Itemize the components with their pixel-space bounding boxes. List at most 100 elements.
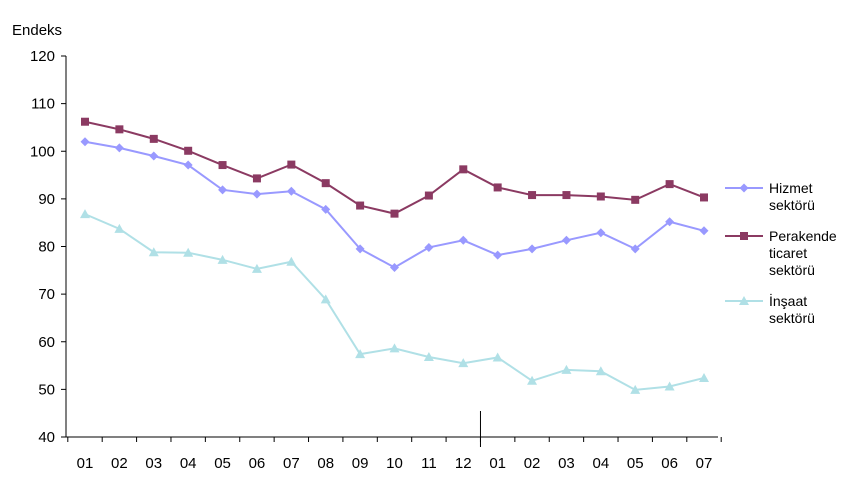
data-point-perakende <box>218 161 227 170</box>
data-point-insaat <box>251 263 262 273</box>
x-tick-label: 05 <box>214 455 231 472</box>
data-point-hizmet <box>80 137 90 147</box>
data-point-hizmet <box>252 189 262 199</box>
data-point-hizmet <box>114 143 124 153</box>
data-point-insaat <box>286 256 297 266</box>
x-tick-label: 06 <box>661 455 678 472</box>
data-point-hizmet <box>665 217 675 227</box>
legend-marker-insaat <box>739 296 749 305</box>
data-point-perakende <box>287 160 296 169</box>
x-tick-label: 12 <box>455 455 472 472</box>
data-point-perakende <box>81 117 89 126</box>
y-tick-label: 50 <box>38 381 55 398</box>
legend-label-perakende: Perakende ticaret sektörü <box>769 228 837 278</box>
y-tick-label: 80 <box>38 239 55 256</box>
data-point-insaat <box>492 352 503 362</box>
data-point-insaat <box>561 364 572 374</box>
y-axis-label: Endeks <box>12 22 63 39</box>
x-tick-label: 01 <box>489 455 506 472</box>
y-tick-label: 40 <box>38 429 55 446</box>
data-point-insaat <box>80 209 90 219</box>
data-point-insaat <box>423 351 434 361</box>
legend-label-hizmet: Hizmet sektörü <box>769 180 815 213</box>
data-point-hizmet <box>699 226 709 236</box>
data-point-insaat <box>355 349 366 359</box>
data-point-insaat <box>389 343 400 353</box>
legend-item-hizmet: Hizmet sektörü <box>725 180 855 214</box>
x-tick-label: 07 <box>283 455 300 472</box>
y-tick-label: 90 <box>38 191 55 208</box>
y-tick-label: 100 <box>30 143 55 160</box>
legend-swatch-hizmet <box>725 183 763 193</box>
data-point-perakende <box>665 180 674 189</box>
data-point-hizmet <box>321 204 331 214</box>
data-point-insaat <box>114 223 125 233</box>
data-point-insaat <box>664 381 675 391</box>
data-point-hizmet <box>183 160 193 170</box>
data-point-perakende <box>528 191 537 200</box>
y-tick-label: 70 <box>38 286 55 303</box>
data-point-hizmet <box>218 185 228 195</box>
series-line-perakende <box>84 120 705 215</box>
legend-label-insaat: İnşaat sektörü <box>769 293 815 326</box>
data-point-insaat <box>458 358 469 368</box>
data-point-perakende <box>596 192 605 201</box>
data-point-hizmet <box>630 244 640 254</box>
series-line-insaat <box>84 213 705 391</box>
x-tick-label: 03 <box>145 455 162 472</box>
legend-swatch-insaat <box>725 296 763 305</box>
data-point-insaat <box>148 247 159 257</box>
data-point-perakende <box>424 191 433 200</box>
x-tick-label: 02 <box>524 455 541 472</box>
x-tick-label: 02 <box>111 455 128 472</box>
data-point-perakende <box>252 174 261 183</box>
data-point-insaat <box>183 247 194 257</box>
data-point-perakende <box>562 191 571 200</box>
legend-marker-hizmet <box>739 183 749 193</box>
data-point-insaat <box>217 254 228 264</box>
data-point-hizmet <box>286 186 296 196</box>
legend-swatch-perakende <box>725 232 763 240</box>
data-point-perakende <box>149 134 158 143</box>
data-point-perakende <box>700 193 708 202</box>
data-point-hizmet <box>561 235 571 245</box>
y-tick-label: 120 <box>30 48 55 65</box>
data-point-hizmet <box>390 262 399 272</box>
data-point-perakende <box>115 125 124 134</box>
legend-marker-perakende <box>740 232 748 240</box>
x-tick-label: 09 <box>352 455 369 472</box>
legend-item-perakende: Perakende ticaret sektörü <box>725 228 855 279</box>
data-point-perakende <box>459 165 468 174</box>
data-point-hizmet <box>493 250 503 260</box>
legend-item-insaat: İnşaat sektörü <box>725 293 855 327</box>
data-point-insaat <box>699 372 709 382</box>
x-tick-label: 03 <box>558 455 575 472</box>
data-point-hizmet <box>149 151 159 161</box>
data-point-insaat <box>630 384 641 394</box>
legend: Hizmet sektörü Perakende ticaret sektörü… <box>725 180 855 341</box>
x-tick-label: 04 <box>592 455 609 472</box>
data-point-perakende <box>321 179 330 188</box>
data-point-hizmet <box>458 235 468 245</box>
x-tick-label: 07 <box>696 455 713 472</box>
x-tick-label: 05 <box>627 455 644 472</box>
x-tick-label: 11 <box>421 455 437 472</box>
data-point-hizmet <box>596 228 606 238</box>
x-tick-label: 04 <box>180 455 197 472</box>
x-tick-label: 06 <box>249 455 266 472</box>
y-tick-label: 60 <box>38 334 55 351</box>
y-tick-label: 110 <box>31 96 55 113</box>
data-point-insaat <box>320 294 331 304</box>
data-point-perakende <box>184 146 193 155</box>
data-point-perakende <box>356 201 365 210</box>
x-tick-label: 01 <box>77 455 94 472</box>
data-point-insaat <box>527 375 538 385</box>
data-point-perakende <box>493 183 502 192</box>
data-point-perakende <box>390 209 399 218</box>
data-point-perakende <box>631 195 640 204</box>
series-line-hizmet <box>84 140 705 269</box>
data-point-hizmet <box>355 244 365 254</box>
data-point-hizmet <box>424 242 434 252</box>
